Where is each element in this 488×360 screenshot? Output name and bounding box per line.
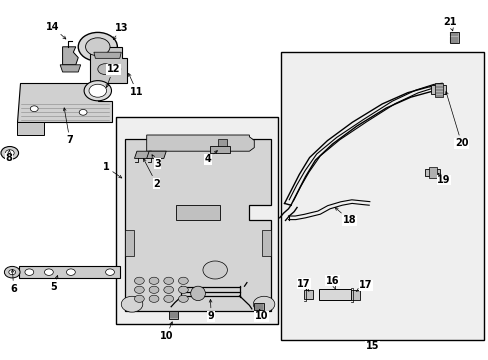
Polygon shape [261, 230, 271, 256]
Circle shape [178, 295, 188, 302]
Text: 13: 13 [113, 23, 128, 40]
Circle shape [203, 261, 227, 279]
Circle shape [134, 277, 144, 284]
Text: 16: 16 [325, 276, 339, 289]
Text: 12: 12 [106, 64, 120, 87]
Circle shape [163, 286, 173, 293]
Bar [19, 266, 120, 278]
Text: 8: 8 [5, 150, 12, 163]
Circle shape [30, 106, 38, 112]
Polygon shape [124, 139, 271, 311]
Bar [434, 83, 442, 97]
Circle shape [85, 38, 110, 56]
Text: 2: 2 [143, 159, 160, 189]
Circle shape [163, 295, 173, 302]
Circle shape [178, 277, 188, 284]
Circle shape [178, 286, 188, 293]
Text: 10: 10 [254, 309, 268, 321]
Circle shape [25, 269, 34, 275]
Circle shape [253, 296, 274, 312]
Text: 5: 5 [50, 275, 58, 292]
Circle shape [98, 64, 112, 75]
Text: 21: 21 [442, 17, 456, 31]
Polygon shape [60, 65, 81, 72]
Circle shape [1, 147, 19, 159]
Circle shape [79, 109, 87, 115]
Text: 20: 20 [445, 91, 468, 148]
Bar [428, 167, 436, 178]
Polygon shape [176, 205, 220, 220]
Polygon shape [124, 230, 134, 256]
Text: 7: 7 [63, 108, 73, 145]
Polygon shape [168, 311, 178, 319]
Circle shape [9, 270, 16, 275]
Polygon shape [217, 139, 227, 146]
Polygon shape [62, 47, 78, 65]
Text: 14: 14 [46, 22, 66, 39]
Polygon shape [210, 146, 229, 153]
Polygon shape [350, 290, 359, 300]
Text: 15: 15 [365, 341, 379, 351]
Circle shape [78, 32, 117, 61]
Text: 10: 10 [159, 322, 173, 341]
Circle shape [5, 150, 14, 156]
Circle shape [4, 266, 20, 278]
Circle shape [84, 81, 111, 101]
Bar [319, 289, 350, 300]
Text: 4: 4 [204, 151, 217, 164]
Circle shape [89, 84, 106, 97]
Polygon shape [304, 290, 312, 299]
Text: 18: 18 [334, 208, 356, 225]
Text: 17: 17 [297, 279, 310, 292]
Circle shape [66, 269, 75, 275]
Circle shape [121, 296, 142, 312]
Circle shape [163, 277, 173, 284]
Polygon shape [254, 303, 264, 310]
Ellipse shape [190, 286, 205, 301]
Bar [116, 117, 277, 324]
Bar [449, 32, 458, 43]
Polygon shape [17, 122, 44, 135]
Polygon shape [134, 151, 151, 158]
Bar [425, 169, 439, 176]
Circle shape [149, 295, 159, 302]
Circle shape [149, 277, 159, 284]
Text: 3: 3 [152, 155, 161, 169]
Circle shape [44, 269, 53, 275]
Text: 19: 19 [436, 174, 450, 185]
Circle shape [149, 286, 159, 293]
Circle shape [105, 269, 114, 275]
Circle shape [134, 286, 144, 293]
Text: 11: 11 [128, 73, 143, 97]
Polygon shape [146, 135, 254, 151]
Circle shape [134, 295, 144, 302]
Polygon shape [146, 151, 166, 158]
Bar [430, 85, 445, 94]
Text: 1: 1 [103, 162, 122, 178]
Polygon shape [90, 47, 127, 83]
Polygon shape [94, 52, 121, 58]
Text: 6: 6 [10, 270, 17, 294]
Polygon shape [17, 83, 112, 122]
Bar [281, 52, 483, 340]
Text: 17: 17 [355, 280, 372, 292]
Text: 9: 9 [207, 300, 214, 321]
Circle shape [109, 65, 121, 73]
